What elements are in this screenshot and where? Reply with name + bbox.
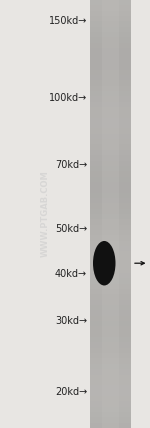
Bar	[90, 379, 131, 385]
Bar	[90, 202, 131, 209]
Bar	[90, 15, 131, 21]
Bar	[90, 218, 131, 225]
Bar	[90, 229, 131, 235]
Bar	[90, 176, 131, 182]
Bar	[90, 245, 131, 252]
Bar	[90, 90, 131, 96]
Bar	[90, 48, 131, 54]
Bar	[90, 325, 131, 332]
Bar	[90, 299, 131, 305]
Bar	[90, 411, 131, 417]
Bar	[90, 53, 131, 59]
Bar	[90, 106, 131, 112]
Bar	[90, 224, 131, 230]
Bar	[90, 133, 131, 139]
Bar	[90, 42, 131, 48]
Text: 20kd→: 20kd→	[55, 387, 87, 397]
Bar	[90, 69, 131, 75]
Bar	[90, 144, 131, 150]
Bar	[90, 406, 131, 412]
Bar	[90, 170, 131, 176]
Bar	[90, 294, 131, 300]
Text: WWW.PTGAB.COM: WWW.PTGAB.COM	[40, 171, 50, 257]
Bar	[90, 192, 131, 198]
Bar	[90, 235, 131, 241]
Bar	[90, 95, 131, 102]
Bar	[90, 197, 131, 203]
Bar	[90, 63, 131, 70]
Bar	[90, 213, 131, 219]
Bar	[90, 250, 131, 257]
Bar	[90, 85, 131, 91]
Ellipse shape	[93, 241, 116, 285]
Bar	[90, 58, 131, 64]
Text: 100kd→: 100kd→	[49, 92, 87, 103]
Bar	[90, 122, 131, 128]
Bar	[90, 315, 131, 321]
Bar	[90, 149, 131, 155]
Bar	[90, 155, 131, 160]
Bar	[90, 395, 131, 401]
Bar	[90, 331, 131, 337]
Bar	[90, 0, 131, 5]
Bar	[90, 240, 131, 246]
Bar	[90, 358, 131, 364]
Bar	[90, 0, 131, 428]
Text: 50kd→: 50kd→	[55, 224, 87, 234]
Text: 40kd→: 40kd→	[55, 269, 87, 279]
Bar	[90, 26, 131, 32]
Bar	[90, 267, 131, 273]
Bar	[90, 384, 131, 390]
Text: 70kd→: 70kd→	[55, 160, 87, 170]
Bar	[90, 261, 131, 268]
Bar	[102, 0, 119, 428]
Bar	[90, 5, 131, 11]
Bar	[90, 277, 131, 283]
Bar	[90, 208, 131, 214]
Text: 30kd→: 30kd→	[55, 315, 87, 326]
Bar	[90, 309, 131, 316]
Bar	[90, 374, 131, 380]
Bar	[90, 21, 131, 27]
Bar	[90, 416, 131, 423]
Bar	[90, 389, 131, 396]
Bar	[90, 347, 131, 353]
Bar	[90, 165, 131, 171]
Bar	[90, 256, 131, 262]
Bar	[90, 10, 131, 16]
Bar	[90, 272, 131, 278]
Bar	[90, 304, 131, 310]
Bar	[90, 352, 131, 359]
Bar	[90, 342, 131, 348]
Bar	[90, 187, 131, 193]
Bar	[90, 74, 131, 80]
Bar	[90, 112, 131, 118]
Bar	[90, 117, 131, 123]
Bar	[90, 363, 131, 369]
Text: 150kd→: 150kd→	[49, 15, 87, 26]
Bar	[90, 422, 131, 428]
Bar	[90, 138, 131, 145]
Bar	[90, 181, 131, 187]
Bar	[90, 80, 131, 86]
Bar	[90, 160, 131, 166]
Bar	[90, 128, 131, 134]
Bar	[90, 401, 131, 407]
Bar	[90, 320, 131, 327]
Bar	[90, 101, 131, 107]
Bar	[90, 282, 131, 289]
Bar	[90, 368, 131, 374]
Bar	[90, 288, 131, 294]
Bar	[90, 37, 131, 43]
Bar	[90, 31, 131, 38]
Bar	[90, 336, 131, 342]
